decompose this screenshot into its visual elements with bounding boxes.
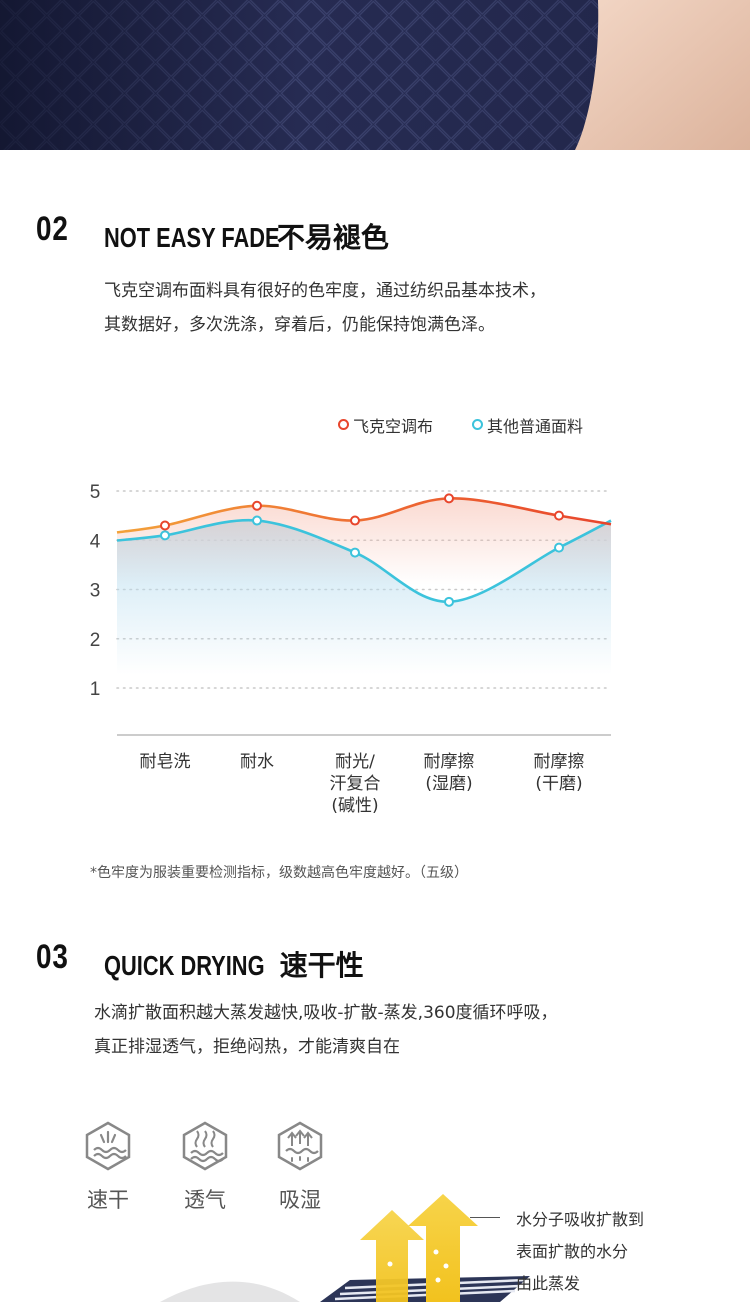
section-title-cn: 速干性	[279, 950, 364, 981]
moisture-wicking-illustration	[160, 1194, 530, 1302]
series-a-point	[554, 510, 564, 521]
feature-label: 吸湿	[279, 1188, 321, 1212]
callout-line: 水分子吸收扩散到	[516, 1210, 645, 1229]
fabric-texture	[0, 0, 750, 150]
quick-dry-icon	[85, 1121, 131, 1171]
y-tick-label: 5	[90, 482, 101, 503]
series-a-point	[444, 493, 454, 504]
legend-label: 飞克空调布	[353, 417, 434, 436]
section-title-en: NOT EASY FADE	[104, 222, 280, 253]
section-title: NOT EASY FADE 不易褪色	[104, 216, 389, 256]
series-b-point	[444, 596, 454, 607]
x-tick-label: (干磨)	[535, 774, 582, 794]
feature-breathable: 透气	[160, 1120, 250, 1214]
callout-line: 表面扩散的水分	[516, 1242, 629, 1261]
y-tick-label: 3	[90, 581, 101, 602]
series-a-point	[160, 520, 170, 531]
x-tick-label: 耐皂洗	[140, 752, 191, 772]
legend-marker-icon	[472, 419, 483, 430]
callout-text: 水分子吸收扩散到 表面扩散的水分 由此蒸发	[516, 1204, 644, 1300]
callout-line: 由此蒸发	[516, 1274, 581, 1293]
feature-moisture-absorb: 吸湿	[255, 1120, 345, 1214]
description-line: 水滴扩散面积越大蒸发越快,吸收-扩散-蒸发,360度循环呼吸，	[94, 1003, 558, 1023]
x-tick-label: 耐摩擦	[424, 752, 475, 772]
x-tick-label: (碱性)	[331, 796, 378, 816]
section-title-en: QUICK DRYING	[104, 950, 265, 981]
x-tick-label: (湿磨)	[425, 774, 472, 794]
description-line: 其数据好，多次洗涤，穿着后，仍能保持饱满色泽。	[104, 315, 495, 335]
y-tick-label: 2	[90, 630, 101, 651]
moisture-absorb-icon	[277, 1121, 323, 1171]
chart-footnote: *色牢度为服装重要检测指标，级数越高色牢度越好。（五级）	[90, 865, 468, 881]
x-tick-label: 耐摩擦	[534, 752, 585, 772]
fabric-stripes	[320, 1276, 530, 1302]
y-tick-label: 4	[90, 531, 101, 552]
x-tick-label: 耐光/	[335, 752, 375, 772]
legend-label: 其他普通面料	[487, 417, 584, 436]
x-tick-label: 汗复合	[330, 774, 381, 794]
legend-marker-icon	[338, 419, 349, 430]
feature-label: 透气	[184, 1188, 226, 1212]
series-b-point	[554, 542, 564, 553]
series-b-point	[252, 515, 262, 526]
hero-fabric-image	[0, 0, 750, 150]
section-description: 飞克空调布面料具有很好的色牢度，通过纺织品基本技术， 其数据好，多次洗涤，穿着后…	[104, 274, 546, 342]
description-line: 飞克空调布面料具有很好的色牢度，通过纺织品基本技术，	[104, 281, 546, 301]
series-a-point	[350, 515, 360, 526]
series-b-point	[160, 530, 170, 541]
description-line: 真正排湿透气，拒绝闷热，才能清爽自在	[94, 1037, 400, 1057]
legend-item-series-a: 飞克空调布	[338, 413, 433, 437]
section-number: 03	[36, 938, 69, 976]
section-number: 02	[36, 210, 69, 248]
feature-quick-dry: 速干	[63, 1120, 153, 1214]
series-a-point	[252, 500, 262, 511]
section-title-cn: 不易褪色	[276, 222, 389, 253]
y-tick-label: 1	[90, 679, 101, 700]
section-description: 水滴扩散面积越大蒸发越快,吸收-扩散-蒸发,360度循环呼吸， 真正排湿透气，拒…	[94, 996, 558, 1064]
callout-leader-line	[470, 1217, 500, 1218]
section-title: QUICK DRYING 速干性	[104, 944, 364, 984]
legend-item-series-b: 其他普通面料	[472, 413, 583, 437]
breathable-icon	[182, 1121, 228, 1171]
feature-label: 速干	[87, 1188, 129, 1212]
evaporation-arrow-icon	[360, 1194, 478, 1302]
series-b-point	[350, 547, 360, 558]
x-tick-label: 耐水	[240, 752, 274, 772]
